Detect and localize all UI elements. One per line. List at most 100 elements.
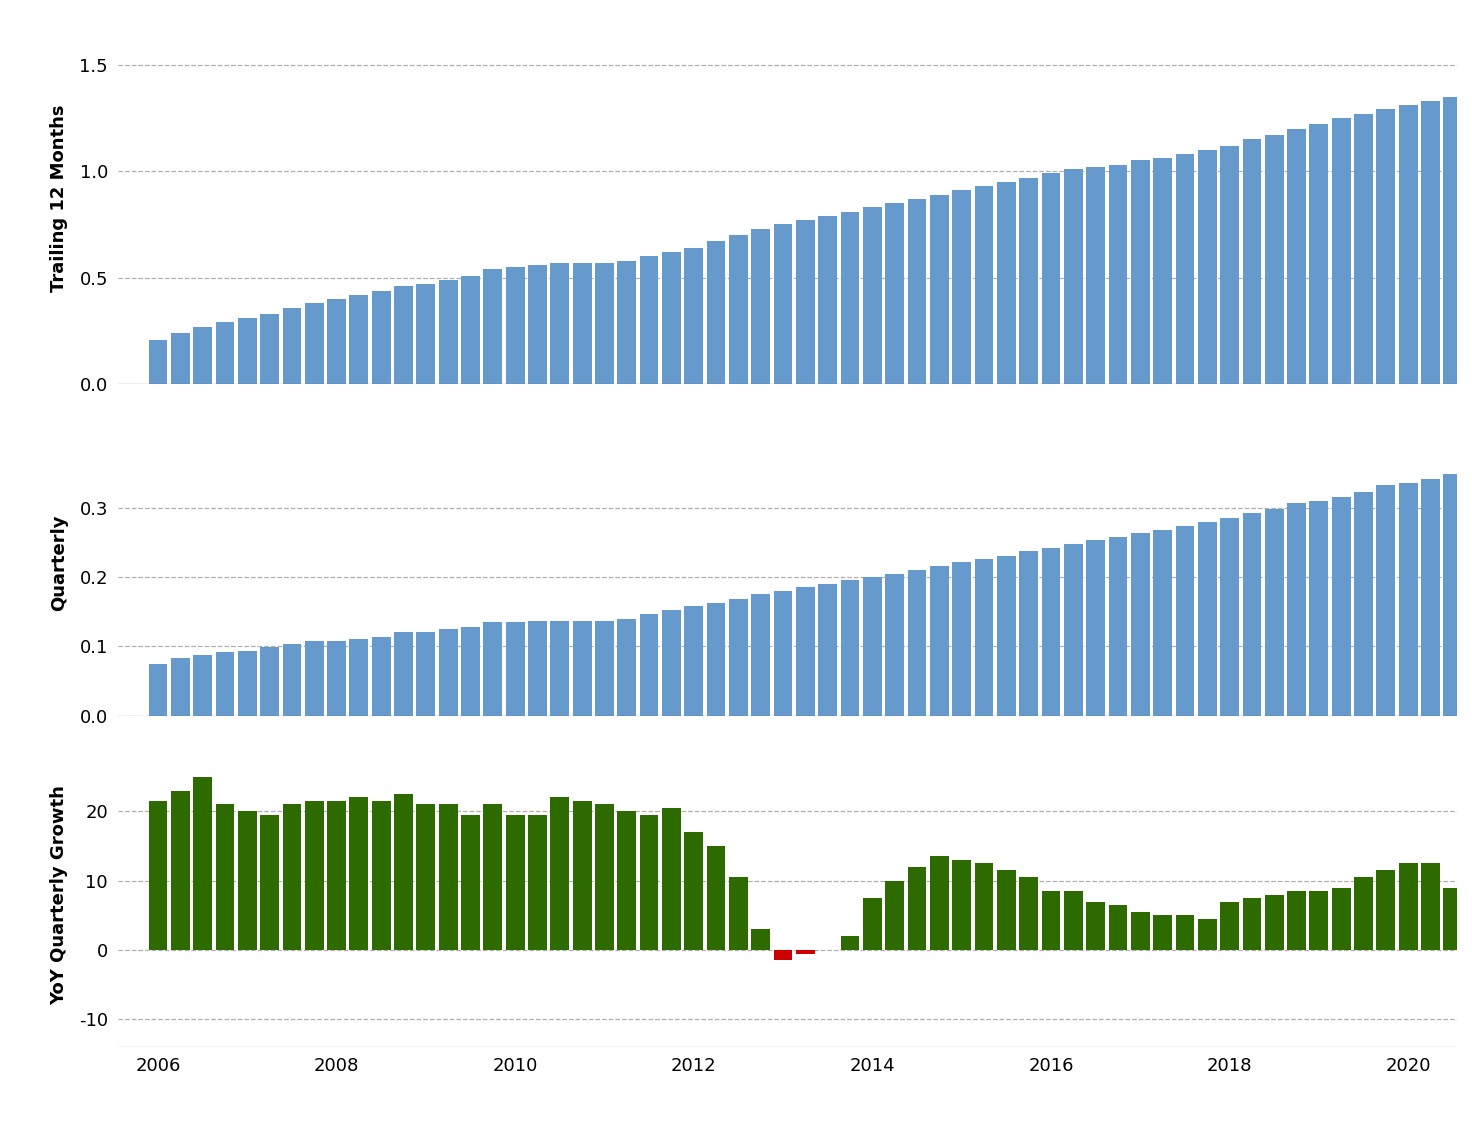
Bar <box>662 252 682 384</box>
Bar <box>1220 145 1239 384</box>
Bar <box>1332 498 1351 716</box>
Bar <box>1264 509 1284 716</box>
Bar <box>1086 902 1105 950</box>
Bar <box>1153 530 1172 716</box>
Bar <box>796 221 815 384</box>
Bar <box>640 815 658 950</box>
Bar <box>818 584 838 716</box>
Bar <box>372 801 390 950</box>
Bar <box>997 870 1016 950</box>
Bar <box>684 606 704 716</box>
Bar <box>1264 135 1284 384</box>
Bar <box>439 804 458 950</box>
Bar <box>1420 864 1440 950</box>
Bar <box>439 629 458 716</box>
Bar <box>1086 540 1105 716</box>
Bar <box>483 269 502 384</box>
Bar <box>1376 109 1395 384</box>
Bar <box>751 595 770 716</box>
Bar <box>1444 474 1462 716</box>
Bar <box>238 319 256 384</box>
Bar <box>1398 864 1418 950</box>
Bar <box>1376 485 1395 716</box>
Bar <box>1130 912 1150 950</box>
Bar <box>506 267 524 384</box>
Bar <box>1176 915 1194 950</box>
Bar <box>974 558 994 716</box>
Bar <box>1220 902 1239 950</box>
Bar <box>595 622 614 716</box>
Bar <box>662 807 682 950</box>
Bar <box>908 570 926 716</box>
Y-axis label: Quarterly: Quarterly <box>50 515 68 611</box>
Bar <box>1242 140 1262 384</box>
Bar <box>617 618 636 716</box>
Bar <box>394 633 414 716</box>
Bar <box>974 186 994 384</box>
Bar <box>1064 891 1083 950</box>
Bar <box>640 614 658 716</box>
Bar <box>1332 887 1351 950</box>
Bar <box>394 286 414 384</box>
Bar <box>149 664 168 716</box>
Bar <box>215 322 234 384</box>
Bar <box>662 610 682 716</box>
Bar <box>751 929 770 950</box>
Bar <box>305 303 324 384</box>
Bar <box>394 794 414 950</box>
Bar <box>1153 915 1172 950</box>
Bar <box>193 654 212 716</box>
Bar <box>149 340 168 384</box>
Bar <box>1376 870 1395 950</box>
Bar <box>171 333 190 384</box>
Bar <box>1332 118 1351 384</box>
Bar <box>729 877 748 950</box>
Bar <box>997 555 1016 716</box>
Bar <box>684 832 704 950</box>
Y-axis label: Trailing 12 Months: Trailing 12 Months <box>50 104 68 292</box>
Bar <box>863 899 882 950</box>
Bar <box>1176 154 1194 384</box>
Bar <box>863 207 882 384</box>
Bar <box>483 622 502 716</box>
Bar <box>1242 513 1262 716</box>
Bar <box>885 573 904 716</box>
Bar <box>595 262 614 384</box>
Bar <box>1287 891 1306 950</box>
Bar <box>930 566 949 716</box>
Bar <box>885 881 904 950</box>
Bar <box>1220 518 1239 716</box>
Bar <box>283 644 302 716</box>
Bar <box>684 248 704 384</box>
Bar <box>551 620 570 716</box>
Bar <box>751 229 770 384</box>
Bar <box>617 260 636 384</box>
Bar <box>729 599 748 716</box>
Bar <box>908 199 926 384</box>
Bar <box>1242 899 1262 950</box>
Bar <box>327 641 346 716</box>
Bar <box>573 620 592 716</box>
Bar <box>1198 150 1217 384</box>
Bar <box>171 790 190 950</box>
Bar <box>573 262 592 384</box>
Bar <box>1108 905 1128 950</box>
Bar <box>841 581 860 716</box>
Y-axis label: YoY Quarterly Growth: YoY Quarterly Growth <box>50 785 68 1004</box>
Bar <box>528 265 548 384</box>
Bar <box>149 801 168 950</box>
Bar <box>1398 483 1418 716</box>
Bar <box>417 284 436 384</box>
Bar <box>952 563 972 716</box>
Bar <box>1398 105 1418 384</box>
Bar <box>439 280 458 384</box>
Bar <box>238 651 256 716</box>
Bar <box>1042 891 1060 950</box>
Bar <box>305 801 324 950</box>
Bar <box>796 587 815 716</box>
Bar <box>729 235 748 384</box>
Bar <box>774 591 792 716</box>
Bar <box>774 950 792 960</box>
Bar <box>1108 537 1128 716</box>
Bar <box>617 812 636 950</box>
